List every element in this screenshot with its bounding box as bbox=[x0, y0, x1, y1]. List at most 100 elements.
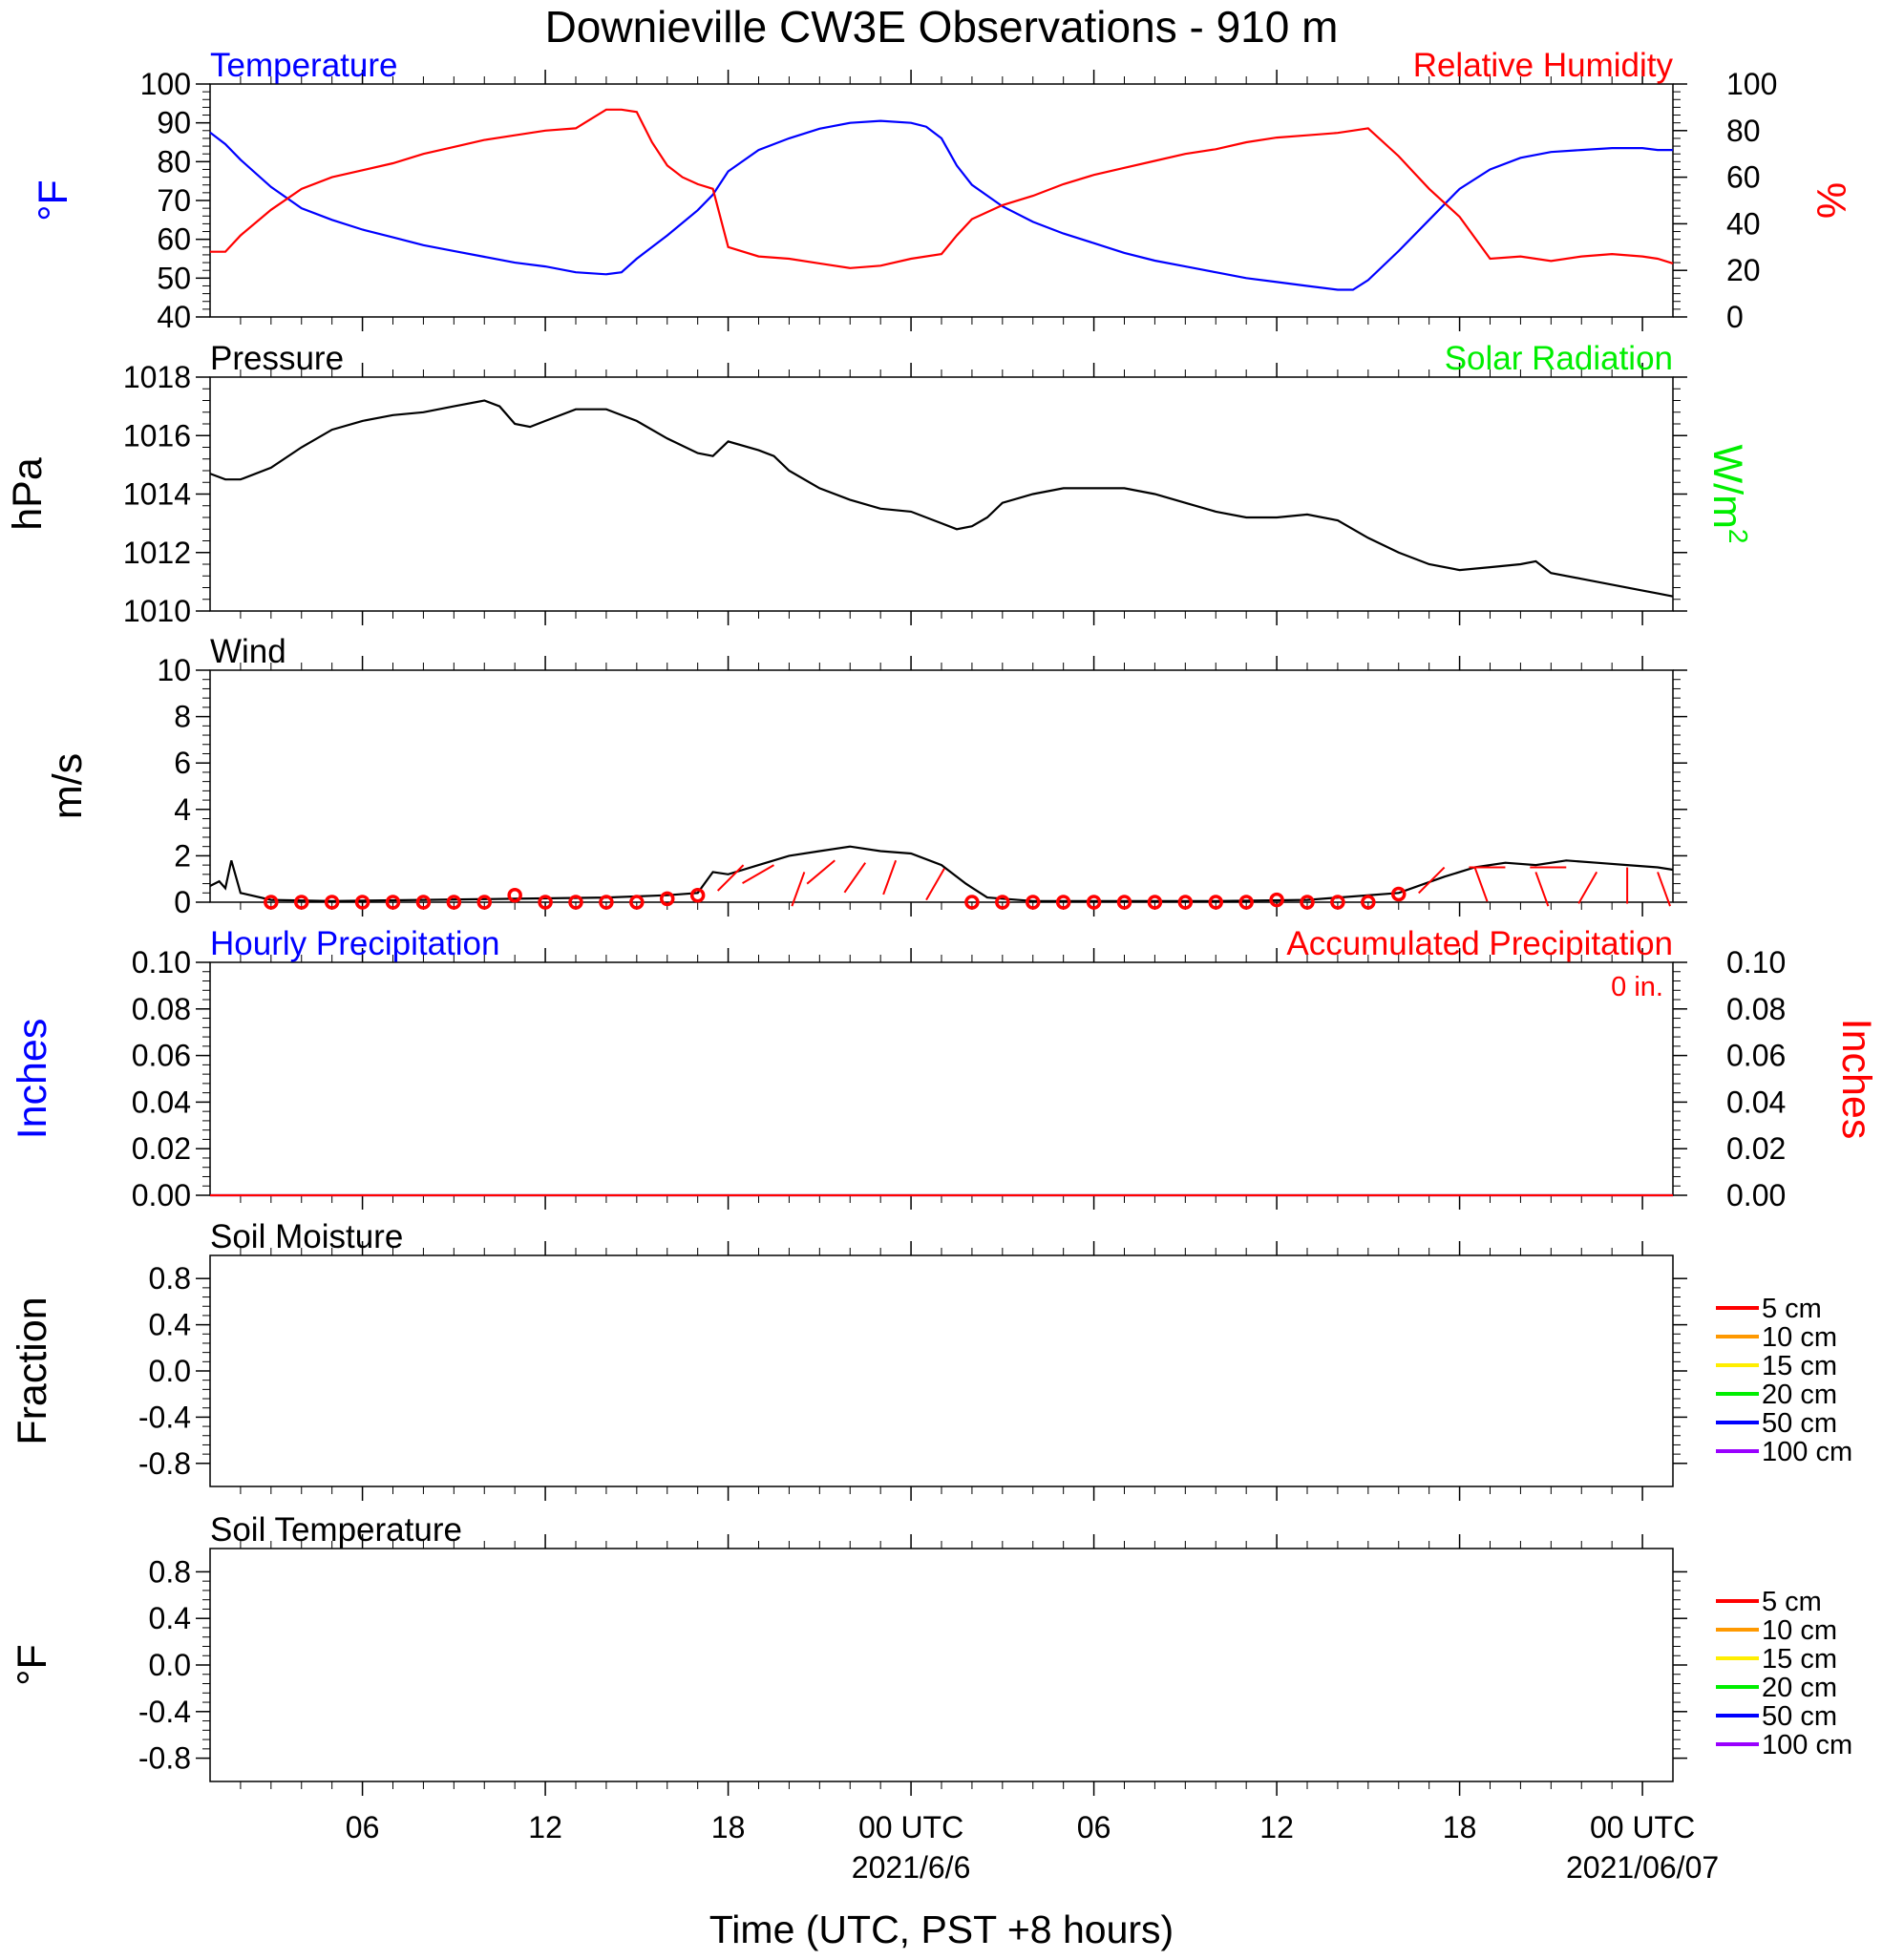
x-tick-label: 00 UTC bbox=[1590, 1810, 1695, 1844]
wind-calm-marker bbox=[1391, 886, 1407, 902]
y-right-tick-label: 0.06 bbox=[1726, 1039, 1786, 1073]
panel-title-left: Wind bbox=[210, 633, 286, 670]
x-tick-label: 12 bbox=[528, 1810, 562, 1844]
y-axis-title: m/s bbox=[45, 753, 91, 819]
wind-calm-marker bbox=[476, 895, 492, 910]
legend-label: 50 cm bbox=[1762, 1408, 1837, 1439]
panel-3: 0 2 4 6 8 10 Wind m/s bbox=[45, 633, 1687, 919]
wind-calm-marker bbox=[415, 895, 432, 910]
wind-calm-marker bbox=[629, 895, 645, 910]
legend-label: 20 cm bbox=[1762, 1380, 1837, 1410]
legend-label: 15 cm bbox=[1762, 1351, 1837, 1381]
y-tick-label: -0.8 bbox=[138, 1446, 191, 1481]
wind-calm-marker bbox=[1238, 895, 1254, 910]
wind-barb bbox=[806, 859, 836, 885]
panel-title-left: Hourly Precipitation bbox=[210, 925, 499, 962]
y-tick-label: 0.8 bbox=[149, 1261, 191, 1296]
wind-calm-marker bbox=[568, 895, 583, 910]
series-line-1 bbox=[209, 399, 1674, 598]
y-tick-label: 100 bbox=[140, 67, 191, 101]
y-tick-label: 90 bbox=[157, 106, 191, 140]
wind-barb bbox=[742, 864, 774, 884]
panel-title-left: Temperature bbox=[210, 47, 397, 84]
y-tick-label: 1016 bbox=[123, 418, 191, 453]
y-tick-label: 0.06 bbox=[132, 1039, 191, 1073]
y-tick-label: 0.00 bbox=[132, 1178, 191, 1212]
y-right-tick-label: 40 bbox=[1726, 206, 1761, 241]
wind-barb bbox=[882, 859, 898, 896]
wind-barb bbox=[1534, 872, 1550, 907]
x-tick-label: 00 UTC bbox=[858, 1810, 963, 1844]
wind-barb bbox=[716, 864, 745, 892]
wind-calm-marker bbox=[446, 895, 462, 910]
wind-calm-marker bbox=[1300, 895, 1315, 910]
y-tick-label: 0.0 bbox=[149, 1648, 191, 1682]
wind-calm-marker bbox=[1177, 895, 1194, 910]
wind-calm-marker bbox=[1086, 895, 1102, 910]
y-tick-label: 70 bbox=[157, 183, 191, 218]
y-right-tick-label: 0.08 bbox=[1726, 992, 1786, 1026]
legend-label: 20 cm bbox=[1762, 1673, 1837, 1703]
y-right-tick-label: 0.02 bbox=[1726, 1131, 1786, 1166]
legend-label: 10 cm bbox=[1762, 1615, 1837, 1646]
y-right-tick-label: 0.10 bbox=[1726, 945, 1786, 980]
y-tick-label: 0.4 bbox=[149, 1308, 191, 1342]
y-right-tick-label: 100 bbox=[1726, 67, 1777, 101]
wind-barb bbox=[1657, 872, 1671, 907]
y-tick-label: -0.4 bbox=[138, 1400, 191, 1434]
panel-4: 0.00 0.02 0.04 0.06 0.08 0.10 0.00 0.02 0.04 0.06… bbox=[10, 925, 1879, 1212]
y-axis-title-right: W/m2 bbox=[1704, 445, 1753, 544]
y-tick-label: 6 bbox=[174, 746, 191, 780]
y-tick-label: 4 bbox=[174, 792, 191, 827]
wind-barb bbox=[843, 862, 867, 894]
figure-title: Downieville CW3E Observations - 910 m bbox=[545, 2, 1339, 52]
legend-label: 5 cm bbox=[1762, 1294, 1822, 1324]
y-tick-label: 50 bbox=[157, 261, 191, 295]
plot-frame bbox=[209, 1548, 1674, 1782]
time-axis: 06 12 18 00 UTC 2021/6/6 06 12 18 00 UTC 2021/06/… bbox=[346, 1810, 1719, 1885]
panel-1: 40 50 60 70 80 90 100 0 20 40 60 80 100 Temperature Re… bbox=[31, 47, 1853, 334]
y-right-tick-label: 20 bbox=[1726, 253, 1761, 287]
wind-calm-marker bbox=[964, 895, 980, 910]
y-tick-label: 60 bbox=[157, 222, 191, 257]
wind-calm-marker bbox=[689, 887, 706, 903]
legend-label: 10 cm bbox=[1762, 1322, 1837, 1353]
wind-calm-marker bbox=[507, 887, 522, 903]
panel-5: -0.8 -0.4 0.0 0.4 0.8 Soil Moisture Fraction 5 … bbox=[10, 1218, 1852, 1501]
y-tick-label: 1018 bbox=[123, 360, 191, 394]
x-tick-date: 2021/06/07 bbox=[1566, 1850, 1719, 1885]
series-line-1 bbox=[209, 845, 1674, 902]
plot-frame bbox=[209, 669, 1674, 903]
y-right-tick-label: 0.00 bbox=[1726, 1178, 1786, 1212]
wind-calm-marker bbox=[1330, 895, 1345, 910]
wind-calm-marker bbox=[660, 891, 675, 907]
y-axis-title-right: Inches bbox=[1833, 1019, 1879, 1140]
series-line-2 bbox=[210, 108, 1674, 269]
time-axis-title: Time (UTC, PST +8 hours) bbox=[709, 1907, 1174, 1951]
y-tick-label: -0.8 bbox=[138, 1741, 191, 1776]
panel-title-left: Soil Temperature bbox=[210, 1511, 462, 1549]
y-tick-label: 0.0 bbox=[149, 1354, 191, 1388]
y-tick-label: 0.08 bbox=[132, 992, 191, 1026]
panel-title-left: Soil Moisture bbox=[210, 1218, 403, 1255]
wind-calm-marker bbox=[324, 895, 340, 910]
wind-calm-marker bbox=[995, 895, 1010, 910]
panel-title-right: Solar Radiation bbox=[1445, 340, 1673, 377]
y-tick-label: -0.4 bbox=[138, 1695, 191, 1729]
legend-label: 50 cm bbox=[1762, 1701, 1837, 1732]
wind-barb bbox=[925, 868, 945, 901]
plot-frame bbox=[209, 83, 1674, 318]
y-tick-label: 8 bbox=[174, 700, 191, 734]
panel-title-right: Relative Humidity bbox=[1413, 47, 1674, 84]
y-tick-label: 0.04 bbox=[132, 1085, 191, 1119]
accumulated-total: 0 in. bbox=[1611, 972, 1663, 1002]
plot-frame bbox=[209, 1254, 1674, 1487]
y-tick-label: 0.8 bbox=[149, 1554, 191, 1589]
wind-barb bbox=[1418, 866, 1446, 895]
wind-barb bbox=[791, 872, 806, 907]
panel-2: 1010 1012 1014 1016 1018 Pressure Solar Radiat… bbox=[5, 340, 1753, 628]
wind-calm-marker bbox=[538, 895, 553, 910]
y-axis-title-right: % bbox=[1808, 182, 1853, 219]
